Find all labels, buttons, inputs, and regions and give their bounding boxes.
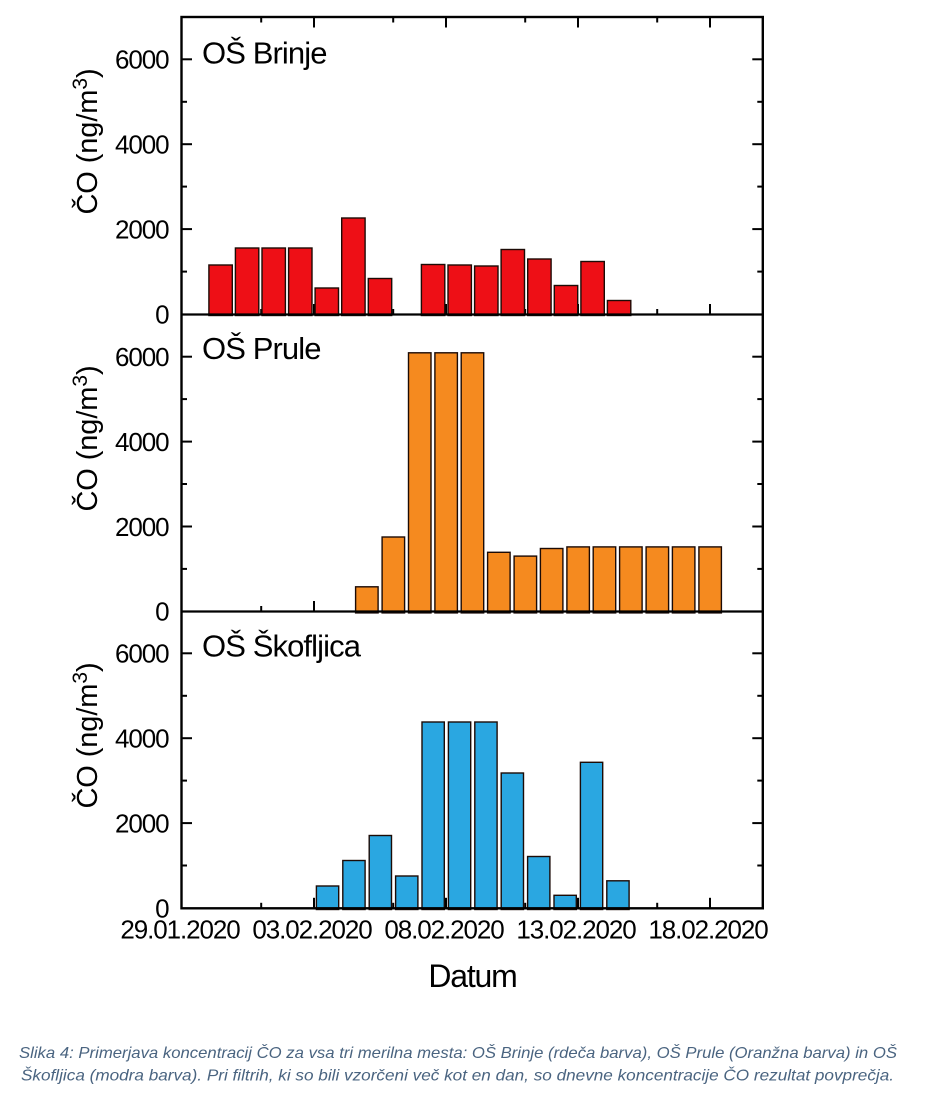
svg-text:0: 0 [155,893,169,923]
svg-text:2000: 2000 [115,214,169,244]
svg-text:Datum: Datum [428,958,516,994]
svg-text:6000: 6000 [115,45,169,75]
svg-text:29.01.2020: 29.01.2020 [120,915,240,945]
svg-text:Škofljica (modra barva). Pri f: Škofljica (modra barva). Pri filtrih, ki… [21,1065,894,1084]
svg-text:08.02.2020: 08.02.2020 [384,915,504,945]
svg-text:03.02.2020: 03.02.2020 [252,915,372,945]
svg-text:4000: 4000 [115,427,169,457]
svg-text:OŠ Brinje: OŠ Brinje [202,36,327,71]
svg-text:ČO (ng/m3): ČO (ng/m3) [69,662,104,808]
svg-text:18.02.2020: 18.02.2020 [648,915,768,945]
svg-text:ČO (ng/m3): ČO (ng/m3) [69,365,104,511]
svg-text:6000: 6000 [115,342,169,372]
svg-text:2000: 2000 [115,808,169,838]
svg-text:Slika 4: Primerjava koncentrac: Slika 4: Primerjava koncentracij ČO za v… [19,1043,897,1062]
svg-text:OŠ Škofljica: OŠ Škofljica [202,628,362,663]
svg-text:0: 0 [155,299,169,329]
svg-text:13.02.2020: 13.02.2020 [516,915,636,945]
svg-text:2000: 2000 [115,512,169,542]
svg-text:4000: 4000 [115,130,169,160]
svg-text:6000: 6000 [115,639,169,669]
svg-text:4000: 4000 [115,724,169,754]
svg-text:ČO (ng/m3): ČO (ng/m3) [69,68,104,214]
svg-text:OŠ Prule: OŠ Prule [202,331,321,366]
svg-text:0: 0 [155,597,169,627]
